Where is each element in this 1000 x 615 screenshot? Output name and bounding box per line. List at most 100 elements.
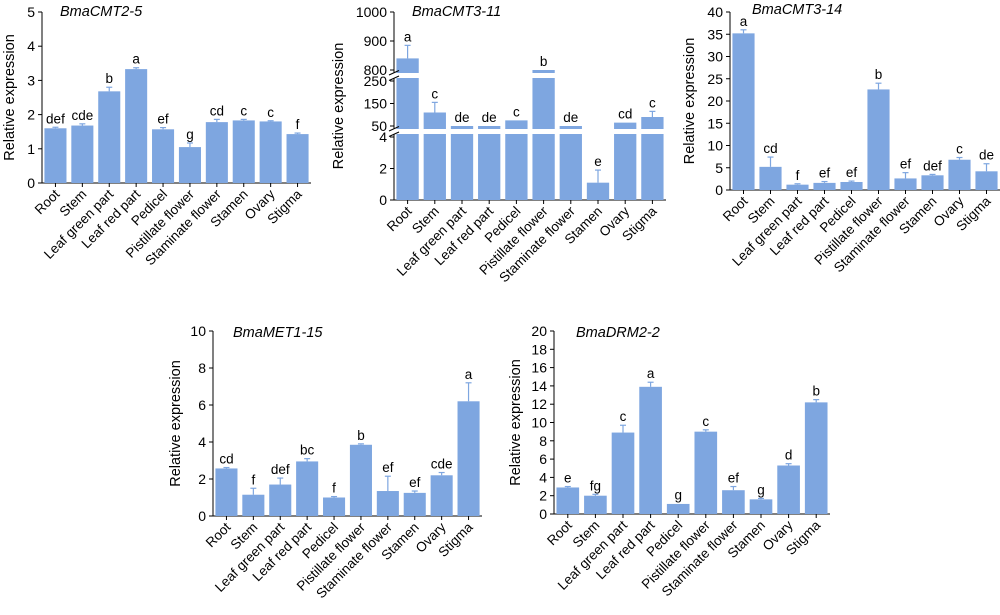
y-tick-label: 15 bbox=[707, 115, 723, 131]
bar bbox=[215, 468, 238, 516]
axis-break-mark bbox=[388, 131, 400, 137]
significance-label: e bbox=[594, 154, 602, 169]
y-tick-label: 8 bbox=[539, 433, 547, 449]
bar bbox=[867, 89, 890, 190]
bar bbox=[732, 33, 755, 190]
significance-label: ef bbox=[409, 475, 421, 490]
bar bbox=[639, 386, 662, 514]
significance-label: f bbox=[796, 168, 800, 183]
significance-label: e bbox=[564, 471, 572, 486]
y-tick-label: 14 bbox=[531, 378, 547, 394]
significance-label: f bbox=[332, 481, 336, 496]
y-tick-label: 6 bbox=[539, 451, 547, 467]
chart-panel: BmaMET1-15 Relative expression 0 2 4 6 8 10 cd Ro… bbox=[168, 323, 482, 601]
bar bbox=[423, 112, 446, 200]
y-tick-label: 0 bbox=[27, 175, 35, 191]
y-axis-label: Relative expression bbox=[682, 38, 698, 165]
chart-title: BmaDRM2-2 bbox=[576, 325, 660, 341]
y-tick-label: 0 bbox=[539, 506, 547, 522]
y-tick-label: 800 bbox=[364, 62, 388, 78]
significance-label: def bbox=[271, 462, 290, 477]
y-tick-label: 18 bbox=[531, 341, 547, 357]
bar bbox=[98, 91, 121, 183]
significance-label: b bbox=[105, 71, 113, 86]
bar bbox=[376, 491, 399, 516]
significance-label: cde bbox=[71, 108, 93, 123]
significance-label: b bbox=[540, 54, 548, 69]
chart-title: BmaCMT3-11 bbox=[412, 4, 501, 20]
bar bbox=[894, 178, 917, 190]
axis-break-mark bbox=[388, 75, 400, 81]
y-tick-label: 10 bbox=[531, 415, 547, 431]
significance-label: c bbox=[649, 95, 656, 110]
bar bbox=[403, 492, 426, 516]
bar bbox=[614, 122, 637, 200]
bar bbox=[804, 402, 828, 514]
category-label: Root bbox=[203, 519, 234, 550]
bar bbox=[430, 475, 453, 516]
y-tick-label: 1 bbox=[27, 141, 35, 157]
bar bbox=[840, 181, 863, 190]
chart-title: BmaMET1-15 bbox=[233, 325, 323, 341]
bar bbox=[232, 120, 255, 183]
bar bbox=[975, 171, 998, 190]
bar bbox=[44, 128, 67, 183]
y-tick-label: 3 bbox=[27, 72, 35, 88]
significance-label: de bbox=[482, 110, 497, 125]
bar bbox=[532, 70, 555, 200]
bar bbox=[450, 126, 474, 200]
significance-label: de bbox=[979, 148, 994, 163]
significance-label: cd bbox=[763, 141, 777, 156]
axis-break bbox=[388, 129, 666, 134]
y-tick-label: 4 bbox=[27, 38, 35, 54]
category-label: Root bbox=[32, 186, 63, 217]
chart-panel: BmaCMT3-14 Relative expression 0 5 10 15 20 25 3… bbox=[682, 2, 1000, 275]
significance-label: def bbox=[923, 158, 942, 173]
significance-label: a bbox=[132, 52, 140, 67]
bar bbox=[125, 69, 148, 183]
category-label: Root bbox=[720, 193, 751, 224]
significance-label: g bbox=[186, 127, 194, 142]
bar bbox=[478, 126, 501, 200]
significance-label: ef bbox=[382, 460, 394, 475]
y-tick-label: 1000 bbox=[356, 4, 387, 20]
y-tick-label: 12 bbox=[531, 396, 547, 412]
bar bbox=[584, 495, 607, 514]
y-tick-label: 4 bbox=[539, 469, 547, 485]
bar bbox=[611, 432, 635, 514]
bar bbox=[749, 499, 773, 514]
y-tick-label: 2 bbox=[539, 488, 547, 504]
significance-label: c bbox=[513, 104, 520, 119]
chart-panel: BmaCMT3-11 Relative expression 0 2 450 150 250… bbox=[331, 4, 666, 285]
bar bbox=[722, 490, 745, 514]
significance-label: g bbox=[674, 487, 682, 502]
y-tick-label: 6 bbox=[198, 397, 206, 413]
bar bbox=[71, 125, 94, 183]
bar bbox=[759, 166, 782, 190]
significance-label: b bbox=[812, 384, 820, 399]
significance-label: c bbox=[431, 86, 438, 101]
y-axis-label: Relative expression bbox=[331, 43, 347, 170]
significance-label: cd bbox=[219, 452, 233, 467]
y-tick-label: 2 bbox=[27, 107, 35, 123]
bar bbox=[921, 175, 944, 190]
chart-panel: BmaCMT2-5 Relative expression 0 1 2 3 4 5 def Roo… bbox=[2, 4, 311, 268]
bar bbox=[286, 134, 309, 183]
significance-label: c bbox=[956, 142, 963, 157]
significance-label: fg bbox=[590, 478, 601, 493]
bar bbox=[323, 497, 346, 516]
significance-label: c bbox=[620, 409, 627, 424]
y-tick-label: 0 bbox=[198, 508, 206, 524]
significance-label: cd bbox=[618, 107, 632, 122]
significance-label: cde bbox=[431, 457, 453, 472]
y-axis-label: Relative expression bbox=[2, 34, 18, 161]
significance-label: ef bbox=[846, 165, 858, 180]
bar bbox=[641, 117, 664, 200]
bar bbox=[349, 444, 372, 516]
significance-label: ef bbox=[728, 471, 740, 486]
y-tick-label: 40 bbox=[707, 4, 723, 20]
significance-label: b bbox=[357, 428, 365, 443]
y-tick-label: 900 bbox=[364, 33, 388, 49]
significance-label: c bbox=[240, 103, 247, 118]
